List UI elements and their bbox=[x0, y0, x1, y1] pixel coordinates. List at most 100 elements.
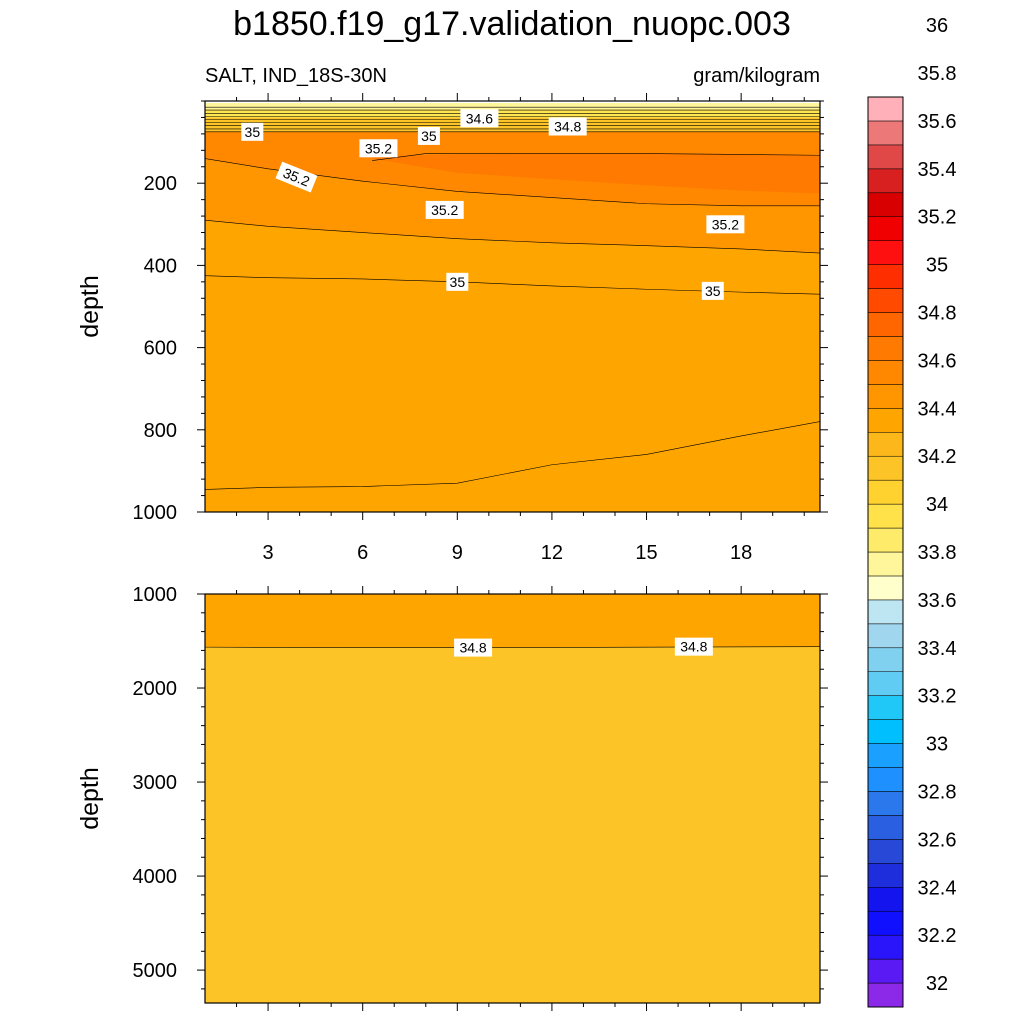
contour-label-text: 35.2 bbox=[431, 202, 458, 218]
x-tick-label: 9 bbox=[452, 542, 463, 564]
y-tick-label: 600 bbox=[144, 338, 177, 360]
colorbar-label: 32.2 bbox=[918, 925, 957, 947]
y-axis-label: depth bbox=[76, 767, 104, 830]
colorbar-box bbox=[867, 360, 904, 385]
contour-line-4 bbox=[372, 153, 820, 161]
contour-label-bg bbox=[701, 281, 724, 300]
contour-label-text: 34.8 bbox=[554, 118, 581, 134]
colorbar-box bbox=[867, 479, 904, 505]
colorbar-label: 32 bbox=[926, 973, 948, 995]
contour-label-bg bbox=[674, 637, 713, 656]
plot-frame bbox=[204, 593, 821, 1004]
colorbar-box bbox=[867, 575, 904, 601]
contour-label: 35.2 bbox=[706, 215, 745, 234]
contour-label-bg bbox=[460, 109, 499, 128]
contour-label: 34.8 bbox=[454, 638, 493, 657]
x-tick-label: 15 bbox=[635, 542, 657, 564]
contour-line-2 bbox=[205, 219, 820, 254]
contour-label-text: 34.8 bbox=[459, 640, 486, 656]
colorbar-box bbox=[867, 599, 904, 625]
contour-label: 35.2 bbox=[425, 200, 464, 219]
colorbar-frame bbox=[867, 96, 904, 1008]
x-tick-label: 3 bbox=[263, 542, 274, 564]
contour-label-bg bbox=[454, 638, 493, 657]
colorbar: 32 32.2 32.4 32.6 32.8 33 33.2 33.4 33.6 33.8 34 34… bbox=[867, 15, 957, 1008]
colorbar-label: 36 bbox=[926, 15, 948, 37]
contour-label-text: 35 bbox=[421, 128, 437, 144]
x-tick-label: 6 bbox=[357, 542, 368, 564]
contour-label: 35 bbox=[241, 122, 264, 141]
contour-label-text: 35 bbox=[245, 124, 261, 140]
contour-label-bg bbox=[417, 126, 440, 145]
colorbar-box bbox=[867, 815, 904, 840]
colorbar-label: 35 bbox=[926, 255, 948, 277]
colorbar-box bbox=[867, 958, 904, 984]
contour-line-1 bbox=[205, 275, 820, 295]
colorbar-box bbox=[867, 336, 904, 361]
contour-label: 35 bbox=[417, 126, 440, 145]
figure-title: b1850.f19_g17.validation_nuopc.003 bbox=[233, 5, 791, 43]
contour-label-bg bbox=[241, 122, 264, 141]
colorbar-label: 34.8 bbox=[918, 303, 957, 325]
colorbar-box bbox=[867, 96, 904, 122]
colorbar-box bbox=[867, 647, 904, 672]
colorbar-box bbox=[867, 288, 904, 313]
salinity-band-1 bbox=[205, 594, 820, 648]
colorbar-label: 35.4 bbox=[918, 159, 957, 181]
colorbar-box bbox=[867, 887, 904, 912]
plot-frame bbox=[204, 100, 821, 513]
y-tick-label: 400 bbox=[144, 255, 177, 277]
contour-label-text: 34.6 bbox=[466, 110, 493, 126]
contour-label-text: 35 bbox=[450, 274, 466, 290]
colorbar-box bbox=[867, 192, 904, 217]
contour-label-bg bbox=[706, 215, 745, 234]
x-tick-label: 12 bbox=[541, 542, 563, 564]
colorbar-label: 33.6 bbox=[918, 590, 957, 612]
contour-label: 34.8 bbox=[548, 117, 587, 136]
colorbar-label: 33.2 bbox=[918, 686, 957, 708]
colorbar-box bbox=[867, 168, 904, 194]
colorbar-box bbox=[867, 312, 904, 337]
colorbar-box bbox=[867, 551, 904, 577]
colorbar-box bbox=[867, 695, 904, 720]
contour-label-text: 35.2 bbox=[365, 140, 392, 156]
colorbar-box bbox=[867, 144, 904, 170]
contour-label-text: 35 bbox=[705, 283, 721, 299]
colorbar-box bbox=[867, 743, 904, 768]
y-tick-label: 5000 bbox=[133, 960, 178, 982]
colorbar-box bbox=[867, 408, 904, 433]
colorbar-label: 34.4 bbox=[918, 398, 957, 420]
colorbar-label: 33.4 bbox=[918, 638, 957, 660]
y-tick-label: 3000 bbox=[133, 772, 178, 794]
colorbar-box bbox=[867, 839, 904, 864]
contour-label: 35.2 bbox=[359, 139, 398, 158]
colorbar-box bbox=[867, 910, 904, 936]
contour-label: 34.6 bbox=[460, 109, 499, 128]
contour-label-bg bbox=[425, 200, 464, 219]
plot-area: 34.8 34.8 bbox=[205, 594, 820, 1003]
colorbar-label: 35.2 bbox=[918, 207, 957, 229]
colorbar-label: 32.8 bbox=[918, 781, 957, 803]
contour-label-text: 35.2 bbox=[712, 216, 739, 232]
y-tick-label: 2000 bbox=[133, 678, 178, 700]
contour-label: 35 bbox=[446, 272, 469, 291]
colorbar-box bbox=[867, 384, 904, 409]
colorbar-box bbox=[867, 934, 904, 960]
colorbar-box bbox=[867, 671, 904, 696]
y-axis-label: depth bbox=[76, 275, 104, 338]
colorbar-box bbox=[867, 455, 904, 481]
x-tick-label: 18 bbox=[730, 542, 752, 564]
y-tick-label: 200 bbox=[144, 173, 177, 195]
contour-label: 34.8 bbox=[674, 637, 713, 656]
colorbar-label: 32.6 bbox=[918, 829, 957, 851]
colorbar-box bbox=[867, 503, 904, 529]
contour-label-bg bbox=[359, 139, 398, 158]
contour-label-bg bbox=[446, 272, 469, 291]
contour-line-0 bbox=[205, 421, 820, 490]
colorbar-box bbox=[867, 623, 904, 649]
colorbar-label: 34 bbox=[926, 494, 948, 516]
colorbar-label: 34.6 bbox=[918, 350, 957, 372]
colorbar-label: 33.8 bbox=[918, 542, 957, 564]
